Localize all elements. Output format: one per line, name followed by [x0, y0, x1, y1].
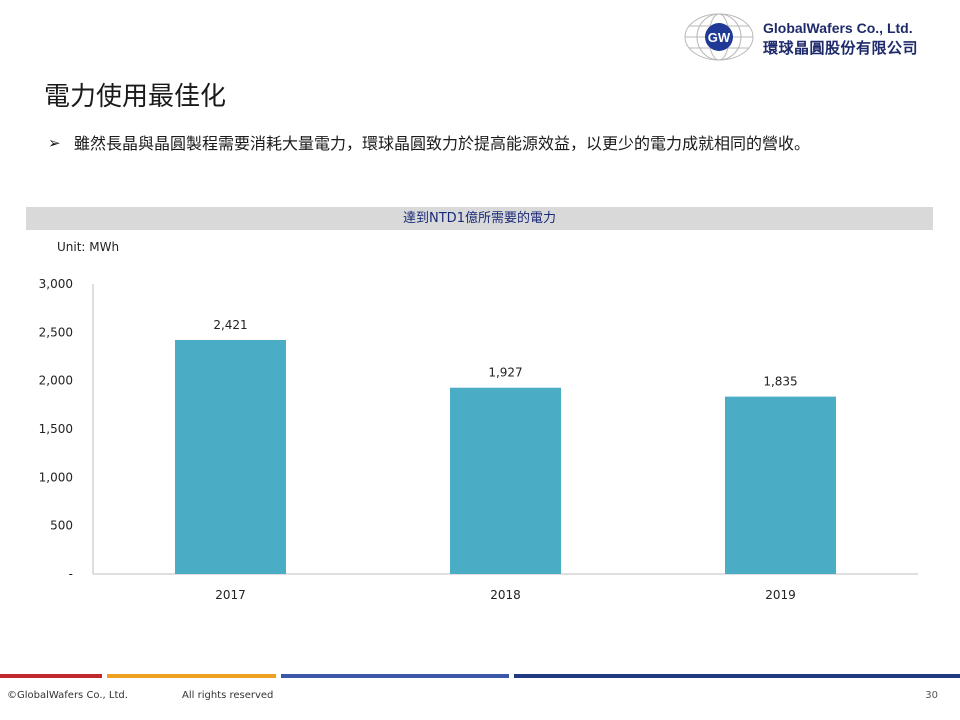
x-tick-label: 2017 [215, 588, 246, 602]
chart-title: 達到NTD1億所需要的電力 [26, 207, 933, 230]
footer-color-bars [0, 674, 960, 678]
page-number: 30 [925, 690, 938, 701]
y-tick-label: 1,500 [39, 422, 73, 436]
y-tick-label: 500 [50, 519, 73, 533]
footer-bar-orange [107, 674, 276, 678]
unit-label: Unit: MWh [57, 240, 120, 254]
company-name-en: GlobalWafers Co., Ltd. [763, 20, 913, 36]
logo-mark: GW [708, 30, 731, 45]
bar-2019 [725, 396, 836, 574]
y-tick-label: 1,000 [39, 470, 73, 484]
bullet-text: 雖然長晶與晶圓製程需要消耗大量電力，環球晶圓致力於提高能源效益，以更少的電力成就… [74, 134, 811, 153]
bar-2018 [450, 387, 561, 574]
y-tick-label: - [69, 567, 73, 581]
company-name-zh: 環球晶圓股份有限公司 [763, 39, 919, 57]
y-tick-label: 2,500 [39, 325, 73, 339]
footer-bar-navy [514, 674, 960, 678]
bullet-point: ➢ 雖然長晶與晶圓製程需要消耗大量電力，環球晶圓致力於提高能源效益，以更少的電力… [48, 133, 938, 155]
footer-rights: All rights reserved [182, 690, 274, 701]
data-label-2019: 1,835 [763, 375, 797, 389]
y-tick-label: 3,000 [39, 277, 73, 291]
bar-chart: - 500 1,000 1,500 2,000 2,500 3,000 2,421 2017 1,… [39, 277, 918, 602]
footer-bar-red [0, 674, 102, 678]
y-tick-label: 2,000 [39, 374, 73, 388]
globe-logo-icon: GW [684, 13, 754, 61]
data-label-2017: 2,421 [213, 318, 247, 332]
page-title: 電力使用最佳化 [44, 82, 227, 112]
bar-2017 [175, 339, 286, 574]
company-logo: GW GlobalWafers Co., Ltd. 環球晶圓股份有限公司 [683, 12, 933, 62]
data-label-2018: 1,927 [488, 366, 522, 380]
arrow-bullet-icon: ➢ [48, 134, 61, 152]
x-tick-label: 2019 [765, 588, 796, 602]
footer-bar-blue [281, 674, 509, 678]
x-tick-label: 2018 [490, 588, 521, 602]
footer-copyright: ©GlobalWafers Co., Ltd. [7, 690, 128, 701]
